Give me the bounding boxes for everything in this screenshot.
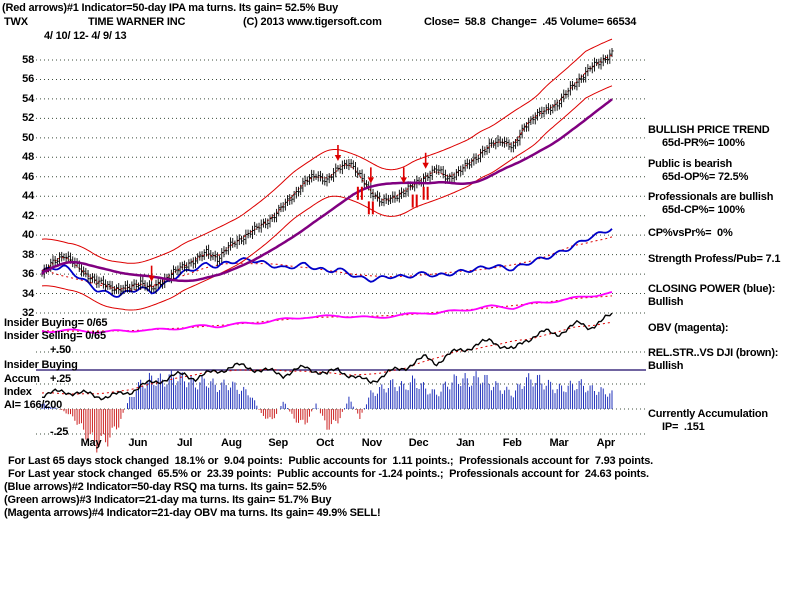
y-axis-label: 42 [22, 209, 34, 222]
footer-line: (Green arrows)#3 Indicator=21-day ma tur… [4, 494, 332, 506]
analysis-line: Bullish [648, 360, 684, 372]
insider-selling-label: Insider Selling= 0/65 [4, 330, 106, 342]
quote-line: Close= 58.8 Change= .45 Volume= 66534 [424, 16, 637, 28]
ticker-symbol: TWX [4, 16, 28, 28]
month-label: Feb [502, 437, 522, 449]
date-range: 4/ 10/ 12- 4/ 9/ 13 [44, 30, 127, 42]
analysis-line: Professionals are bullish [648, 191, 774, 203]
month-label: Sep [268, 437, 288, 449]
y-axis-label: 54 [22, 92, 34, 105]
analysis-line: OBV (magenta): [648, 322, 729, 334]
analysis-line: 65d-PR%= 100% [662, 137, 745, 149]
y-axis-label: 32 [22, 307, 34, 319]
footer-line: For Last 65 days stock changed 18.1% or … [8, 455, 653, 467]
y-axis-label: 44 [22, 190, 34, 203]
insider-buying2-label: Insider Buying [4, 359, 78, 371]
month-label: Jul [176, 437, 193, 449]
analysis-line: 65d-CP%= 100% [662, 204, 745, 216]
month-label: Oct [316, 437, 334, 449]
company-name: TIME WARNER INC [88, 16, 186, 28]
month-label: Mar [549, 437, 569, 449]
month-label: Dec [408, 437, 429, 449]
analysis-line: IP= .151 [662, 421, 705, 433]
month-label: Jun [128, 437, 148, 449]
footer-line: (Magenta arrows)#4 Indicator=21-day OBV … [4, 507, 381, 519]
analysis-line: Public is bearish [648, 158, 733, 170]
y-axis-label: 40 [22, 229, 34, 242]
month-label: Nov [361, 437, 382, 449]
month-label: Jan [456, 437, 475, 449]
y-axis-label: 50 [22, 131, 34, 144]
footer-line: (Blue arrows)#2 Indicator=50-day RSQ ma … [4, 481, 327, 493]
analysis-line: CP%vsPr%= 0% [648, 227, 733, 239]
y-axis-label: 46 [22, 170, 34, 183]
index-label: Index [4, 386, 32, 398]
month-label: Apr [596, 437, 616, 449]
indicator1-legend: (Red arrows)#1 Indicator=50-day IPA ma t… [2, 2, 339, 14]
y-axis-label: 38 [22, 248, 34, 261]
analysis-line: BULLISH PRICE TREND [648, 124, 770, 136]
y-axis-label: 56 [22, 73, 34, 86]
minus-25-label: -.25 [50, 426, 69, 438]
y-axis-label: 52 [22, 112, 34, 125]
y-axis-label: 36 [22, 268, 34, 281]
plus-25-label: +.25 [50, 373, 71, 385]
analysis-line: Bullish [648, 296, 684, 308]
analysis-line: REL.STR..VS DJI (brown): [648, 347, 779, 359]
analysis-line: 65d-OP%= 72.5% [662, 171, 749, 183]
footer-line: For Last year stock changed 65.5% or 23.… [8, 468, 649, 480]
insider-buying-label: Insider Buying= 0/65 [4, 317, 108, 329]
analysis-line: Strength Profess/Pub= 7.1 [648, 253, 781, 265]
analysis-line: CLOSING POWER (blue): [648, 283, 776, 295]
ai-value-label: AI= 166/200 [4, 399, 63, 411]
month-label: May [80, 437, 102, 449]
accum-label: Accum [4, 373, 40, 385]
y-axis-label: 34 [22, 287, 34, 300]
plus-50-label: +.50 [50, 344, 71, 356]
analysis-line: Currently Accumulation [648, 408, 768, 420]
y-axis-label: 58 [22, 54, 34, 66]
copyright: (C) 2013 www.tigersoft.com [243, 16, 382, 28]
month-label: Aug [220, 437, 242, 449]
y-axis-label: 48 [22, 151, 34, 164]
